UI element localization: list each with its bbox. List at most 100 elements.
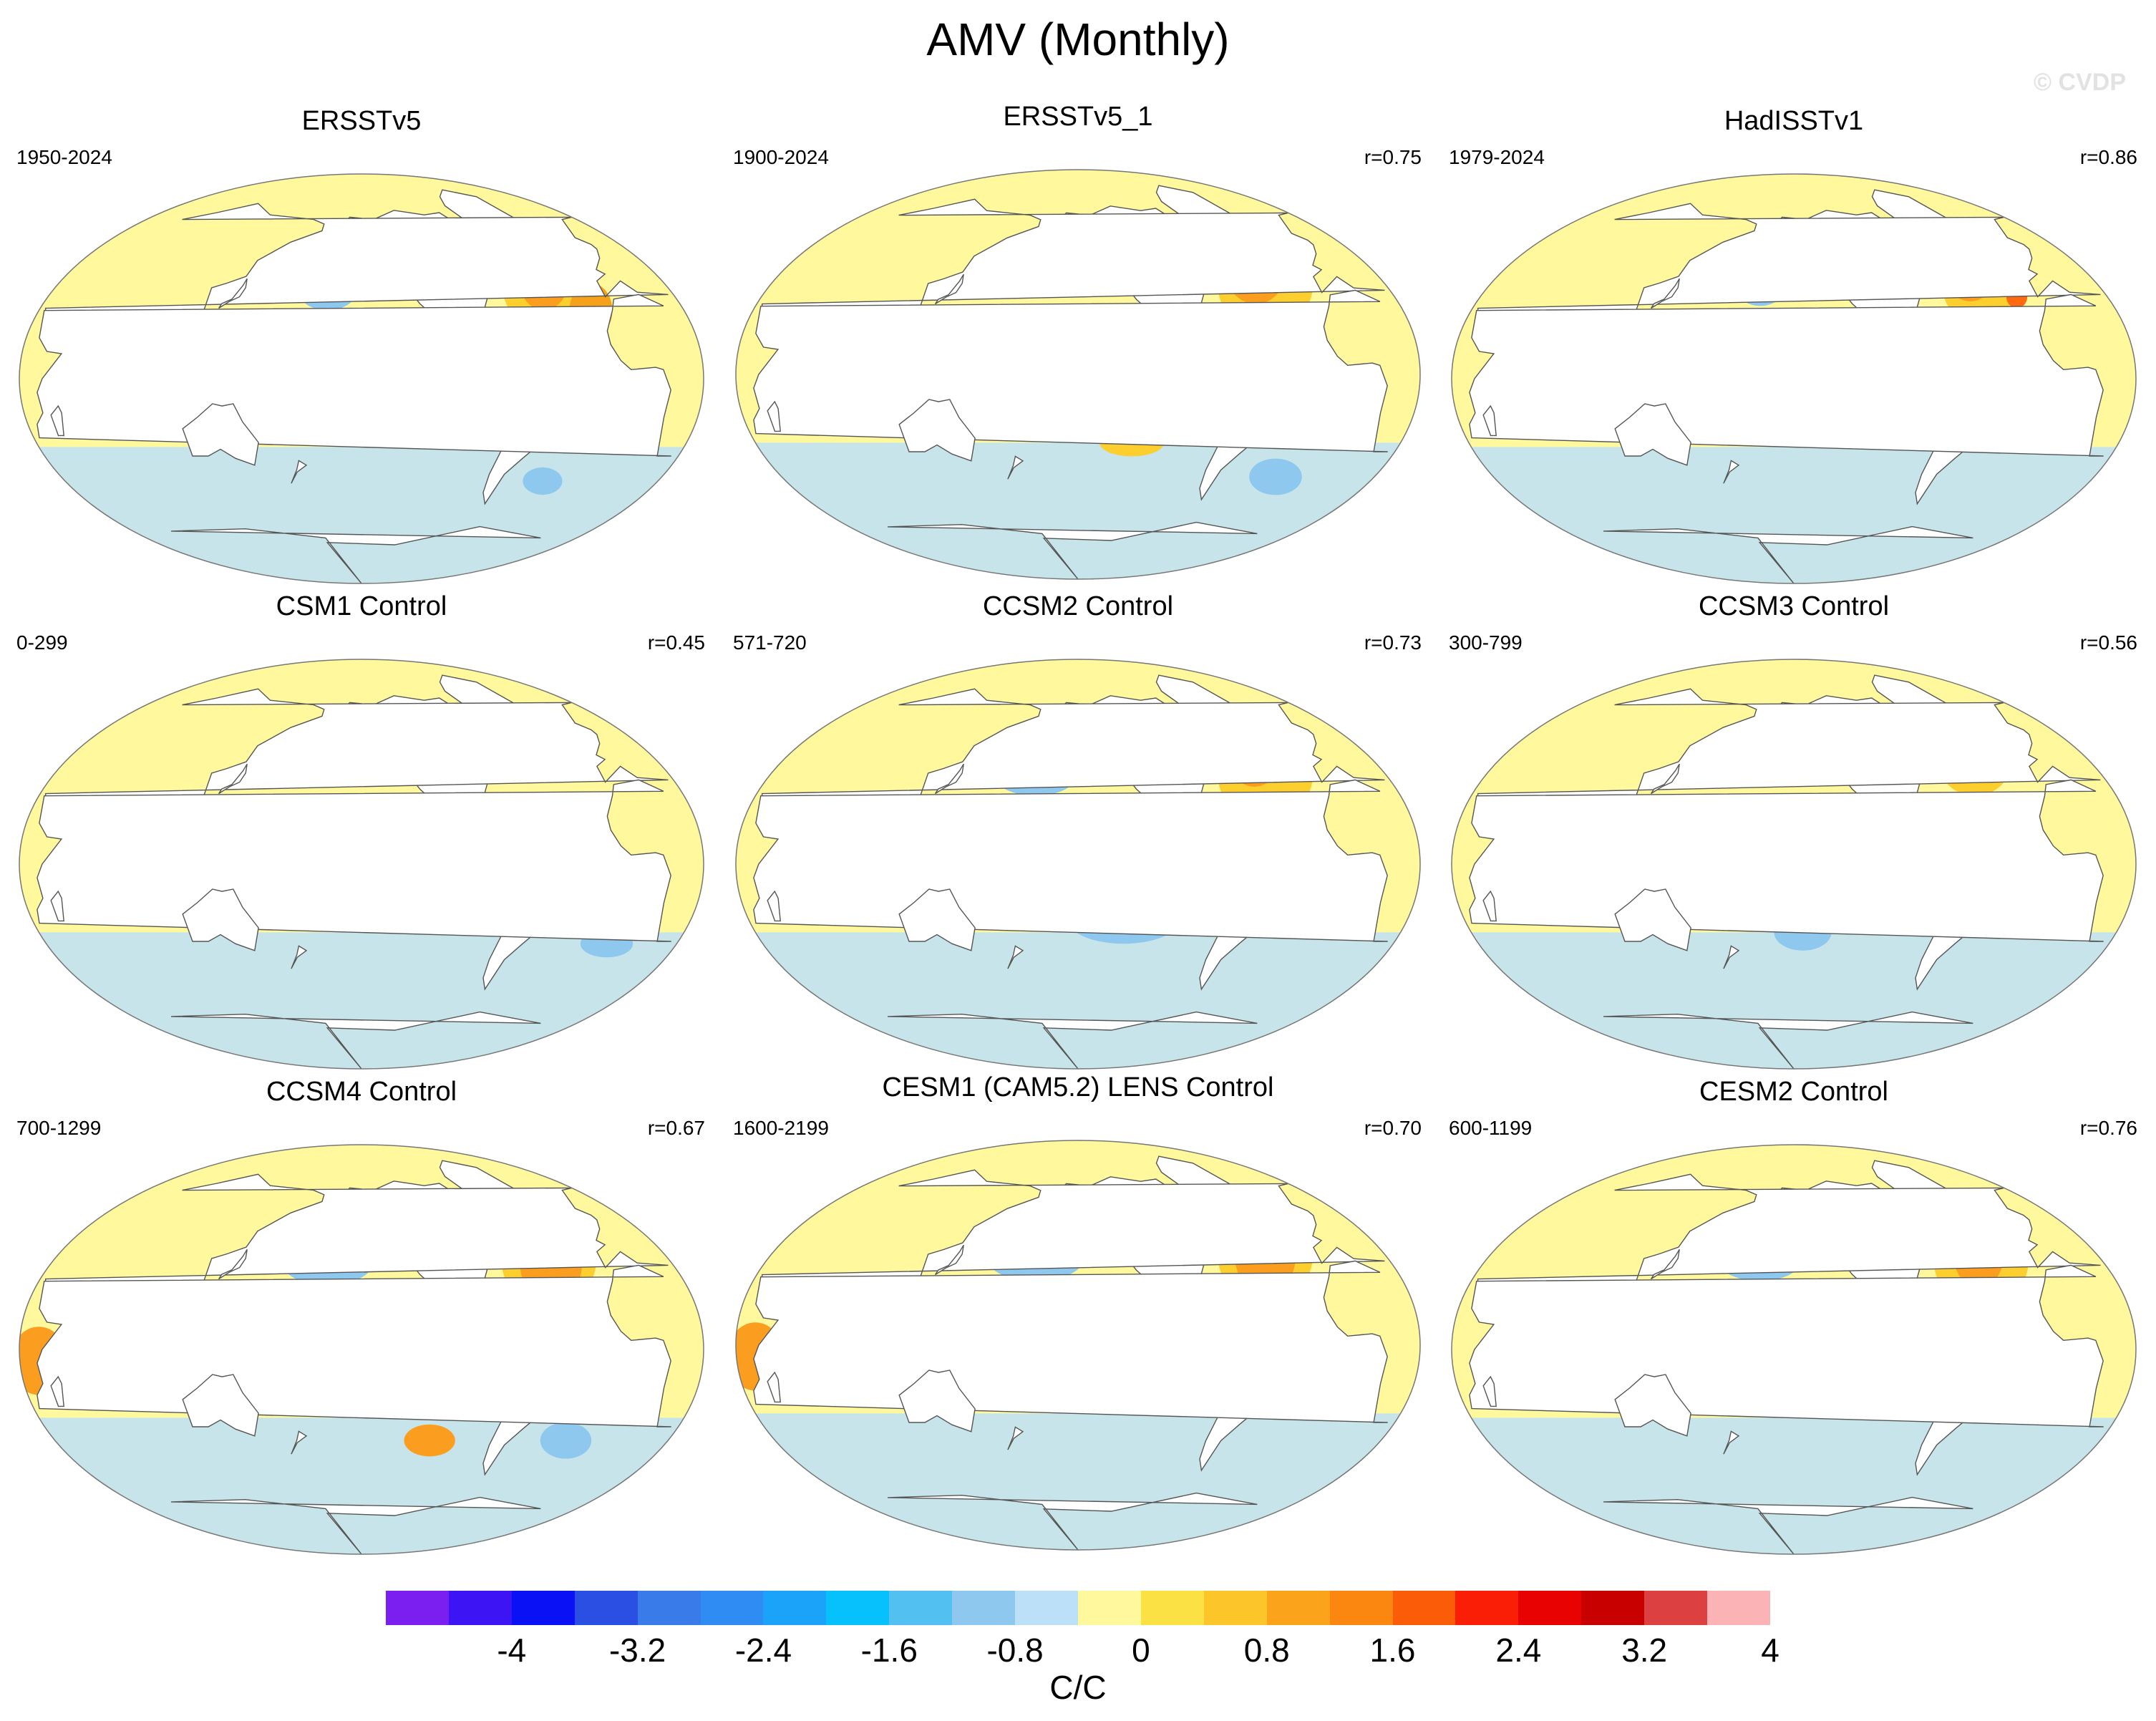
panel-correlation: r=0.73 (1364, 631, 1422, 654)
land-new-zealand (291, 460, 308, 484)
colorbar-swatch (700, 1591, 764, 1625)
land-japan (935, 1244, 964, 1276)
colorbar-swatch (1140, 1591, 1205, 1625)
southern-ocean-band (19, 1417, 704, 1554)
land-madagascar (767, 400, 781, 432)
robinson-map (19, 1144, 704, 1555)
colorbar-swatch (1329, 1591, 1394, 1625)
colorbar-tick-label: -1.6 (860, 1632, 918, 1669)
colorbar-tick-label: -3.2 (608, 1632, 666, 1669)
land-africa (37, 779, 671, 942)
land-africa (37, 1264, 671, 1427)
robinson-map (735, 659, 1421, 1070)
land-antarctica (1603, 1496, 1973, 1554)
map-outline (19, 1144, 704, 1555)
anomaly-contour (1249, 458, 1302, 495)
colorbar-tick-label: 2.4 (1495, 1632, 1542, 1669)
watermark: © CVDP (2034, 69, 2126, 96)
colorbar-tick-label: 3.2 (1621, 1632, 1668, 1669)
land-japan (218, 278, 248, 309)
robinson-map (19, 659, 704, 1070)
land-australia (1614, 888, 1691, 951)
panel-7: CCSM4 Control 700-1299 r=0.67 (4, 1077, 719, 1564)
map-outline (1451, 659, 2137, 1070)
southern-ocean-band (736, 442, 1420, 579)
land-antarctica (887, 521, 1258, 579)
land-madagascar (50, 1375, 64, 1407)
panel-period: 1950-2024 (16, 146, 112, 168)
panel-correlation: r=0.75 (1364, 146, 1422, 168)
robinson-map (735, 169, 1421, 580)
panel-period: 600-1199 (1449, 1117, 1533, 1139)
colorbar-swatch (889, 1591, 953, 1625)
land-australia (182, 1374, 259, 1437)
colorbar-swatch (1015, 1591, 1079, 1625)
land-africa (1469, 1264, 2104, 1427)
panel-title: CCSM4 Control (266, 1077, 457, 1107)
land-madagascar (767, 890, 781, 922)
robinson-map (1451, 659, 2137, 1070)
panel-correlation: r=0.56 (2079, 631, 2137, 654)
land-africa (1469, 294, 2104, 457)
colorbar-swatch (448, 1591, 513, 1625)
land-madagascar (767, 1371, 781, 1403)
land-madagascar (50, 404, 64, 437)
colorbar-swatch (574, 1591, 638, 1625)
land-new-zealand (1007, 945, 1024, 969)
panel-5: CCSM2 Control 571-720 r=0.73 (720, 591, 1436, 1078)
colorbar-swatch (1203, 1591, 1268, 1625)
land-madagascar (1482, 890, 1497, 922)
colorbar-swatch (763, 1591, 827, 1625)
colorbar-swatch (511, 1591, 576, 1625)
panel-title: CESM2 Control (1699, 1077, 1888, 1107)
land-africa (753, 1260, 1388, 1423)
map-outline (1451, 1144, 2137, 1555)
land-antarctica (887, 1492, 1258, 1550)
panel-correlation: r=0.70 (1364, 1117, 1422, 1139)
colorbar-swatch (1707, 1591, 1771, 1625)
map-outline (735, 1140, 1421, 1551)
land-new-zealand (291, 1430, 308, 1455)
land-japan (935, 763, 964, 795)
colorbar-tick-label: 4 (1761, 1632, 1779, 1669)
land-new-zealand (1723, 1430, 1740, 1455)
anomaly-contour (523, 467, 563, 495)
southern-ocean-band (1452, 932, 2136, 1069)
colorbar-tick-label: -4 (497, 1632, 527, 1669)
panel-period: 700-1299 (16, 1117, 102, 1139)
panel-3: HadISSTv1 1979-2024 r=0.86 (1436, 106, 2152, 593)
land-new-zealand (1723, 945, 1740, 969)
land-antarctica (170, 1496, 541, 1554)
land-australia (182, 888, 259, 951)
land-japan (1651, 763, 1680, 795)
colorbar-swatch (1518, 1591, 1582, 1625)
robinson-map (1451, 173, 2137, 584)
land-japan (1651, 1249, 1680, 1280)
land-antarctica (170, 525, 541, 583)
land-australia (1614, 1374, 1691, 1437)
colorbar-swatch (1455, 1591, 1519, 1625)
map-outline (735, 659, 1421, 1070)
map-outline (735, 169, 1421, 580)
colorbar-tick-label: 1.6 (1369, 1632, 1416, 1669)
panel-period: 571-720 (733, 631, 807, 654)
land-new-zealand (291, 945, 308, 969)
land-madagascar (50, 890, 64, 922)
robinson-map (735, 1140, 1421, 1551)
map-outline (1451, 173, 2137, 584)
anomaly-contour (404, 1424, 455, 1457)
land-africa (753, 779, 1388, 942)
southern-ocean-band (19, 447, 704, 583)
colorbar-swatch (952, 1591, 1016, 1625)
panel-period: 1900-2024 (733, 146, 829, 168)
figure-title: AMV (Monthly) (926, 14, 1230, 65)
map-outline (19, 659, 704, 1070)
panel-correlation: r=0.86 (2079, 146, 2137, 168)
land-new-zealand (1007, 1426, 1024, 1450)
panel-period: 1979-2024 (1449, 146, 1545, 168)
colorbar-tick-label: 0.8 (1243, 1632, 1290, 1669)
colorbar (386, 1591, 1771, 1625)
colorbar-tick-label: -2.4 (734, 1632, 792, 1669)
robinson-map (1451, 1144, 2137, 1555)
panel-period: 0-299 (16, 631, 68, 654)
